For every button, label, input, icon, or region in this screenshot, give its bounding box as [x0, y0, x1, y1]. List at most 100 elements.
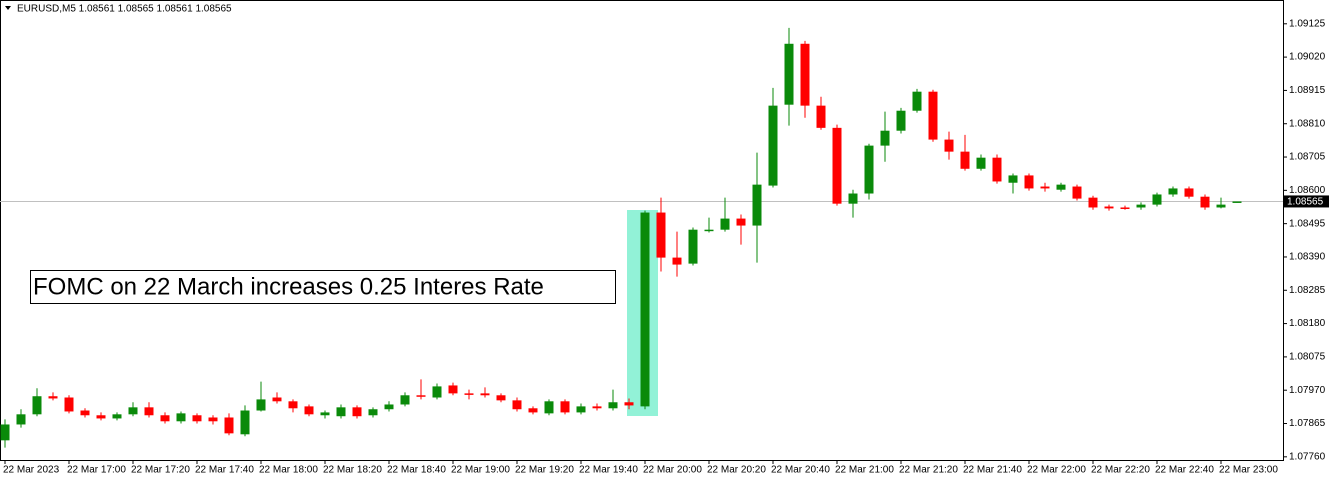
x-tick-label: 22 Mar 18:20	[323, 465, 382, 476]
candle-body	[912, 91, 922, 111]
candle-body	[576, 406, 586, 413]
x-tick-label: 22 Mar 21:20	[899, 465, 958, 476]
candle-body	[1104, 206, 1114, 209]
candle-body	[160, 415, 170, 422]
y-tick-label: 1.07970	[1289, 385, 1326, 396]
annotation-box	[30, 270, 616, 304]
candle-body	[432, 386, 442, 398]
candle-body	[736, 218, 746, 226]
candle-body	[448, 385, 458, 394]
y-tick-label: 1.08600	[1289, 185, 1326, 196]
candle-body	[320, 412, 330, 416]
candle-body	[1152, 194, 1162, 205]
x-tick-label: 22 Mar 19:40	[579, 465, 638, 476]
y-tick-label: 1.08705	[1289, 152, 1326, 163]
y-tick-label: 1.07760	[1289, 451, 1326, 462]
candle-body	[608, 402, 618, 409]
candle-body	[32, 396, 42, 415]
candle-body	[752, 184, 762, 226]
y-tick-label: 1.08285	[1289, 285, 1326, 296]
candle-body	[288, 401, 298, 409]
candle-body	[240, 410, 250, 435]
candle-body	[480, 393, 490, 396]
y-tick-label: 1.09020	[1289, 52, 1326, 63]
candle-body	[1136, 204, 1146, 208]
candle-body	[992, 157, 1002, 182]
candle-body	[1072, 186, 1082, 199]
x-tick-label: 22 Mar 20:00	[643, 465, 702, 476]
candle-body	[720, 218, 730, 230]
x-tick-label: 22 Mar 22:20	[1091, 465, 1150, 476]
x-tick-label: 22 Mar 22:40	[1155, 465, 1214, 476]
x-tick-label: 22 Mar 21:40	[963, 465, 1022, 476]
candle-body	[864, 145, 874, 194]
candle-body	[112, 414, 122, 419]
x-tick-label: 22 Mar 20:20	[707, 465, 766, 476]
candle-body	[80, 410, 90, 416]
candle-body	[704, 229, 714, 232]
candle-body	[1168, 188, 1178, 195]
candle-body	[768, 105, 778, 186]
candle-body	[528, 408, 538, 413]
candle-body	[272, 397, 282, 402]
candle-body	[464, 393, 474, 395]
x-tick-label: 22 Mar 23:00	[1219, 465, 1278, 476]
candle-body	[48, 396, 58, 399]
x-tick-label: 22 Mar 20:40	[771, 465, 830, 476]
y-tick-label: 1.08495	[1289, 218, 1326, 229]
candle-body	[960, 151, 970, 169]
y-tick-label: 1.08915	[1289, 85, 1326, 96]
candle-body	[880, 130, 890, 146]
candle-body	[128, 407, 138, 415]
candle-body	[560, 401, 570, 413]
y-tick-label: 1.09125	[1289, 18, 1326, 29]
x-tick-label: 22 Mar 18:40	[387, 465, 446, 476]
candle-body	[816, 105, 826, 128]
x-tick-label: 22 Mar 21:00	[835, 465, 894, 476]
candle-body	[544, 401, 554, 414]
candle-body	[672, 257, 682, 265]
x-tick-label: 22 Mar 17:20	[131, 465, 190, 476]
candle-body	[592, 406, 602, 409]
candle-body	[192, 415, 202, 422]
candle-body	[1056, 184, 1066, 190]
candle-body	[976, 157, 986, 169]
candle-body	[1120, 207, 1130, 209]
candle-body	[1184, 188, 1194, 197]
candle-body	[384, 404, 394, 410]
candle-body	[0, 424, 10, 441]
x-tick-label: 22 Mar 19:20	[515, 465, 574, 476]
candle-body	[496, 395, 506, 401]
x-tick-label: 22 Mar 2023	[3, 465, 60, 476]
candle-body	[784, 43, 794, 105]
candle-body	[16, 414, 26, 425]
candle-body	[512, 400, 522, 410]
candle-body	[928, 91, 938, 140]
y-tick-label: 1.08180	[1289, 318, 1326, 329]
candle-body	[832, 127, 842, 204]
candle-body	[352, 407, 362, 417]
chart-title: EURUSD,M5 1.08561 1.08565 1.08561 1.0856…	[17, 4, 232, 15]
candle-body	[624, 402, 634, 406]
y-tick-label: 1.08390	[1289, 252, 1326, 263]
candle-body	[944, 139, 954, 152]
candle-body	[336, 407, 346, 417]
candle-body	[96, 415, 106, 419]
x-tick-label: 22 Mar 17:40	[195, 465, 254, 476]
y-tick-label: 1.07865	[1289, 418, 1326, 429]
candle-body	[208, 417, 218, 422]
candle-body	[1024, 175, 1034, 189]
candle-body	[656, 212, 666, 258]
y-tick-label: 1.08810	[1289, 118, 1326, 129]
candle-body	[416, 395, 426, 397]
candle-body	[640, 212, 650, 407]
candle-body	[224, 417, 234, 434]
candle-body	[176, 413, 186, 422]
candle-body	[64, 397, 74, 412]
annotation: FOMC on 22 March increases 0.25 Interes …	[33, 273, 544, 300]
candle-body	[688, 229, 698, 264]
current-price-box	[1284, 195, 1329, 208]
candle-body	[1216, 204, 1226, 208]
